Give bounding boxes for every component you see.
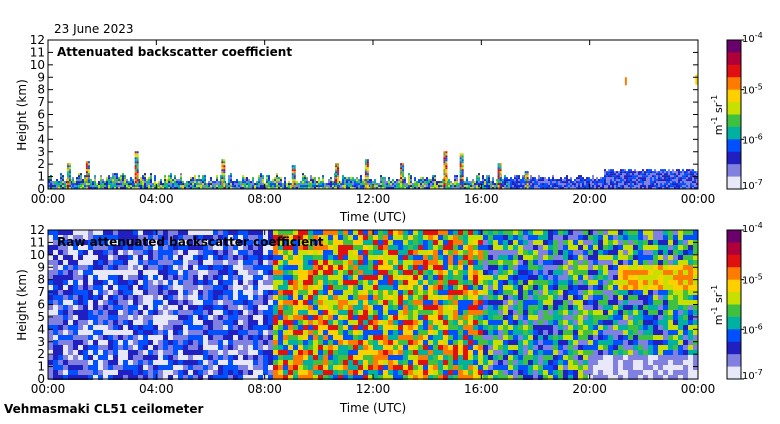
colorbar-gradient (727, 40, 741, 190)
y-axis-label: Height (km) (15, 269, 29, 340)
x-tick-label: 04:00 (139, 382, 174, 396)
colorbar-swatch (727, 127, 741, 140)
date-label: 23 June 2023 (54, 22, 134, 36)
colorbar-swatch (727, 139, 741, 152)
colorbar-swatch (727, 115, 741, 128)
y-axis-label: Height (km) (15, 79, 29, 150)
y-tick-label: 3 (37, 145, 45, 159)
plot-area (48, 40, 698, 189)
y-tick-label: 4 (37, 132, 45, 146)
instrument-label: Vehmasmaki CL51 ceilometer (4, 402, 204, 416)
x-tick-label: 00:00 (681, 382, 716, 396)
y-tick-label: 5 (37, 120, 45, 134)
y-tick-label: 6 (37, 298, 45, 312)
x-tick-label: 00:00 (681, 192, 716, 206)
y-tick-label: 11 (30, 45, 45, 59)
y-tick-label: 2 (37, 347, 45, 361)
heatmap-cells (48, 230, 698, 380)
colorbar-bottom: 10-4 10-5 10-6 10-7 m-1 sr-1 (710, 221, 763, 382)
x-tick-label: 08:00 (247, 192, 282, 206)
y-tick-label: 1 (37, 360, 45, 374)
x-axis-label: Time (UTC) (339, 401, 406, 415)
x-tick-label: 20:00 (572, 382, 607, 396)
y-tick-label: 8 (37, 83, 45, 97)
x-tick-label: 16:00 (464, 192, 499, 206)
y-tick-label: 0 (37, 372, 45, 386)
colorbar-tick-label: 10-5 (742, 273, 763, 287)
colorbar-tick-label: 10-7 (742, 368, 763, 382)
colorbar-unit-label: m-1 sr-1 (710, 285, 725, 325)
colorbar-swatch (727, 77, 741, 90)
colorbar-swatch (727, 342, 741, 355)
y-tick-label: 12 (30, 33, 45, 47)
colorbar-swatch (727, 230, 741, 243)
x-tick-label: 20:00 (572, 192, 607, 206)
colorbar-swatch (727, 367, 741, 380)
y-tick-label: 3 (37, 335, 45, 349)
colorbar-tick-label: 10-4 (742, 31, 763, 45)
y-tick-label: 11 (30, 235, 45, 249)
colorbar-swatch (727, 177, 741, 190)
colorbar-top: 10-4 10-5 10-6 10-7 m-1 sr-1 (710, 31, 763, 192)
colorbar-swatch (727, 354, 741, 367)
y-tick-label: 9 (37, 70, 45, 84)
colorbar-tick-label: 10-5 (742, 83, 763, 97)
y-tick-label: 10 (30, 248, 45, 262)
y-tick-label: 9 (37, 260, 45, 274)
colorbar-swatch (727, 65, 741, 78)
colorbar-swatch (727, 164, 741, 177)
x-axis-label: Time (UTC) (339, 210, 406, 224)
colorbar-gradient (727, 230, 741, 380)
y-tick-label: 12 (30, 223, 45, 237)
colorbar-tick-label: 10-4 (742, 221, 763, 235)
y-tick-label: 1 (37, 170, 45, 184)
x-tick-label: 04:00 (139, 192, 174, 206)
y-tick-label: 8 (37, 273, 45, 287)
y-tick-label: 5 (37, 310, 45, 324)
x-tick-label: 16:00 (464, 382, 499, 396)
colorbar-swatch (727, 152, 741, 165)
colorbar-swatch (727, 40, 741, 53)
colorbar-swatch (727, 292, 741, 305)
colorbar-tick-label: 10-6 (742, 322, 763, 336)
colorbar-swatch (727, 305, 741, 318)
panel-title: Attenuated backscatter coefficient (57, 45, 292, 59)
colorbar-swatch (727, 280, 741, 293)
y-tick-label: 2 (37, 157, 45, 171)
x-tick-label: 12:00 (356, 382, 391, 396)
x-tick-label: 12:00 (356, 192, 391, 206)
x-tick-label: 00:00 (31, 192, 66, 206)
x-tick-label: 00:00 (31, 382, 66, 396)
colorbar-tick-label: 10-7 (742, 178, 763, 192)
y-tick-label: 0 (37, 182, 45, 196)
panel-title: Raw attenuated backscatter coefficient (57, 235, 324, 249)
y-tick-label: 7 (37, 95, 45, 109)
colorbar-swatch (727, 242, 741, 255)
colorbar-swatch (727, 255, 741, 268)
colorbar-swatch (727, 317, 741, 330)
colorbar-swatch (727, 90, 741, 103)
colorbar-tick-label: 10-6 (742, 132, 763, 146)
y-tick-label: 7 (37, 285, 45, 299)
colorbar-swatch (727, 52, 741, 65)
y-tick-label: 6 (37, 108, 45, 122)
colorbar-ticks: 10-4 10-5 10-6 10-7 (741, 31, 763, 192)
colorbar-swatch (727, 329, 741, 342)
y-tick-label: 10 (30, 58, 45, 72)
colorbar-ticks: 10-4 10-5 10-6 10-7 (741, 221, 763, 382)
y-tick-label: 4 (37, 322, 45, 336)
colorbar-swatch (727, 267, 741, 280)
colorbar-swatch (727, 102, 741, 115)
x-tick-label: 08:00 (247, 382, 282, 396)
colorbar-unit-label: m-1 sr-1 (710, 95, 725, 135)
